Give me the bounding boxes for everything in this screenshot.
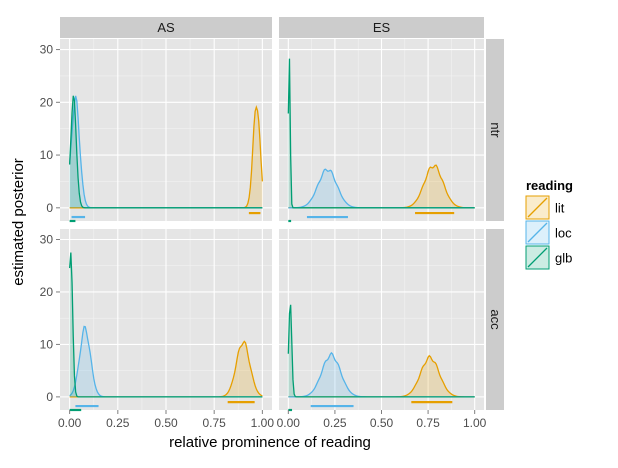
y-axis-title: estimated posterior [10, 158, 27, 286]
x-tick-label: 0.75 [416, 416, 440, 430]
x-tick-label: 0.00 [58, 416, 82, 430]
strips-layer: AS ES ntr acc [60, 17, 504, 410]
y-tick-label: 30 [40, 232, 54, 246]
density-area-lit [288, 355, 475, 397]
legend-item-glb: glb [525, 245, 572, 270]
x-axis-title: relative prominence of reading [169, 434, 371, 451]
legend-label-loc: loc [555, 226, 572, 241]
density-line-glb [287, 58, 475, 209]
panel-AS-ntr [60, 39, 272, 223]
x-tick-label: 0.75 [203, 416, 227, 430]
legend: reading lit loc glb [525, 178, 573, 270]
panel-ES-ntr [279, 39, 484, 223]
x-tick-label: 0.25 [323, 416, 347, 430]
strip-background [486, 39, 504, 221]
x-tick-label: 1.00 [251, 416, 275, 430]
x-tick-label: 0.50 [370, 416, 394, 430]
y-tick-label: 30 [40, 43, 54, 57]
strip-label-ntr: ntr [488, 122, 503, 138]
y-tick-label: 20 [40, 95, 54, 109]
legend-label-lit: lit [555, 201, 565, 216]
strip-row-ntr: ntr [486, 39, 504, 221]
legend-key-line-lit [527, 197, 548, 218]
legend-label-glb: glb [555, 251, 572, 266]
strip-background [279, 17, 484, 38]
y-tick-label: 10 [40, 337, 54, 351]
legend-key-line-glb [527, 247, 548, 268]
strip-column-AS: AS [60, 17, 272, 38]
strip-label-acc: acc [488, 309, 503, 330]
y-tick-label: 0 [46, 390, 53, 404]
density-area-lit [69, 341, 263, 397]
density-area-loc [288, 352, 475, 397]
x-tick-label: 0.00 [277, 416, 301, 430]
density-line-glb [68, 95, 263, 209]
density-area-lit [288, 165, 475, 208]
y-tick-label: 20 [40, 285, 54, 299]
strip-label-ES: ES [373, 20, 391, 35]
legend-key-line-loc [527, 222, 548, 243]
legend-item-lit: lit [525, 195, 565, 220]
panel-ES-acc [279, 229, 484, 412]
x-tick-label: 1.00 [463, 416, 487, 430]
strip-label-AS: AS [157, 20, 175, 35]
density-line-glb [68, 252, 263, 398]
strip-background [486, 229, 504, 410]
legend-item-loc: loc [525, 220, 572, 245]
y-tick-label: 10 [40, 148, 54, 162]
panels-layer [60, 39, 484, 412]
strip-background [60, 17, 272, 38]
panel-AS-acc [60, 229, 272, 412]
density-area-loc [69, 326, 263, 397]
axes-layer: 0.00 0.25 0.50 0.75 1.00 0.00 0.25 0.50 0.75 1.00… [40, 43, 487, 430]
density-line-glb [287, 304, 475, 398]
strip-column-ES: ES [279, 17, 484, 38]
x-tick-label: 0.50 [154, 416, 178, 430]
x-tick-label: 0.25 [106, 416, 130, 430]
strip-row-acc: acc [486, 229, 504, 410]
density-area-loc [288, 169, 475, 208]
legend-title: reading [526, 178, 573, 193]
y-tick-label: 0 [46, 201, 53, 215]
